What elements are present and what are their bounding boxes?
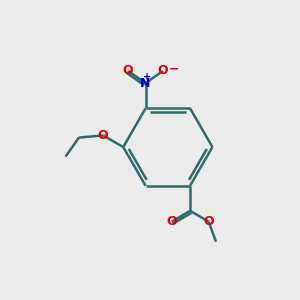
- Text: N: N: [140, 77, 151, 90]
- Text: O: O: [158, 64, 168, 77]
- Text: O: O: [166, 215, 177, 228]
- Text: −: −: [169, 63, 180, 76]
- Text: O: O: [123, 64, 133, 77]
- Text: O: O: [203, 215, 214, 228]
- Text: O: O: [98, 129, 109, 142]
- Text: +: +: [143, 72, 151, 82]
